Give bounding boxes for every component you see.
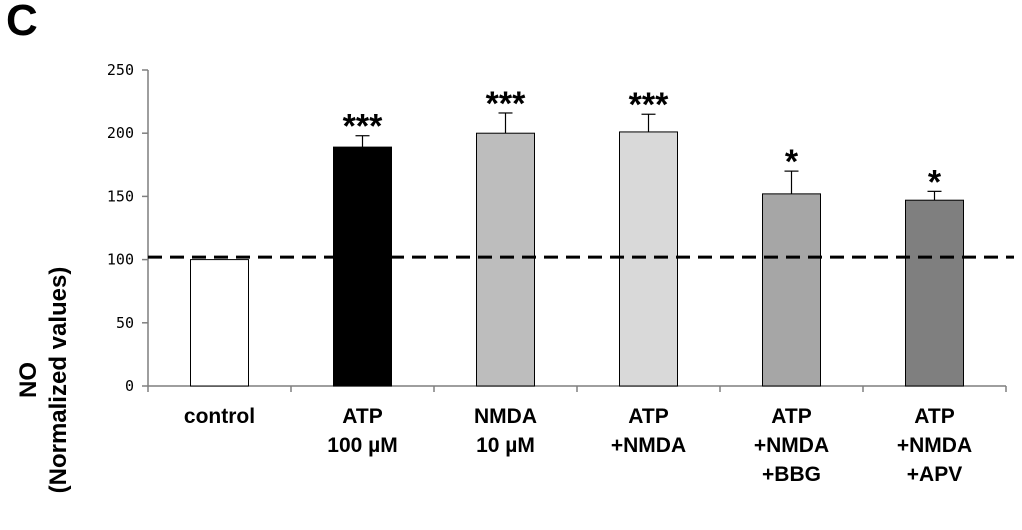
x-tick-label: NMDA 10 µM (436, 402, 576, 460)
significance-marker: *** (486, 85, 526, 123)
x-tick-label-line: ATP (914, 405, 955, 428)
y-tick-label: 50 (116, 314, 134, 332)
x-tick-label: control (150, 402, 290, 431)
y-tick-label: 100 (107, 251, 134, 269)
bar (333, 146, 392, 387)
x-tick-label-line: +BBG (762, 463, 821, 486)
x-tick-label-line: ATP (628, 405, 669, 428)
x-tick-label-line: control (183, 405, 256, 428)
panel-letter: C (6, 0, 38, 45)
x-tick-label: ATP 100 µM (293, 402, 433, 460)
x-tick-label-line: NMDA (474, 405, 537, 428)
x-tick-label-line: ATP (771, 405, 812, 428)
bar (476, 132, 535, 387)
x-tick-label-line: ATP (342, 405, 383, 428)
bar (762, 193, 821, 387)
x-tick-label-line: +NMDA (753, 434, 830, 457)
bar (619, 131, 678, 387)
significance-marker: * (785, 143, 799, 181)
x-tick-label: ATP +NMDA (579, 402, 719, 460)
x-tick-label: ATP +NMDA +APV (865, 402, 1005, 489)
x-tick-label-line: 10 µM (476, 434, 535, 457)
y-tick-label: 250 (107, 61, 134, 79)
x-tick-label-line: +APV (906, 463, 963, 486)
x-tick-label-line: +NMDA (610, 434, 687, 457)
bar (905, 199, 964, 387)
y-tick-label: 0 (125, 377, 134, 395)
y-tick-label: 200 (107, 124, 134, 142)
x-tick-label-line: +NMDA (896, 434, 973, 457)
significance-marker: *** (629, 86, 669, 124)
bar (190, 259, 249, 387)
y-tick-label: 150 (107, 187, 134, 205)
x-tick-label: ATP +NMDA +BBG (722, 402, 862, 489)
significance-marker: *** (343, 108, 383, 146)
x-tick-label-line: 100 µM (327, 434, 398, 457)
significance-marker: * (928, 163, 942, 201)
